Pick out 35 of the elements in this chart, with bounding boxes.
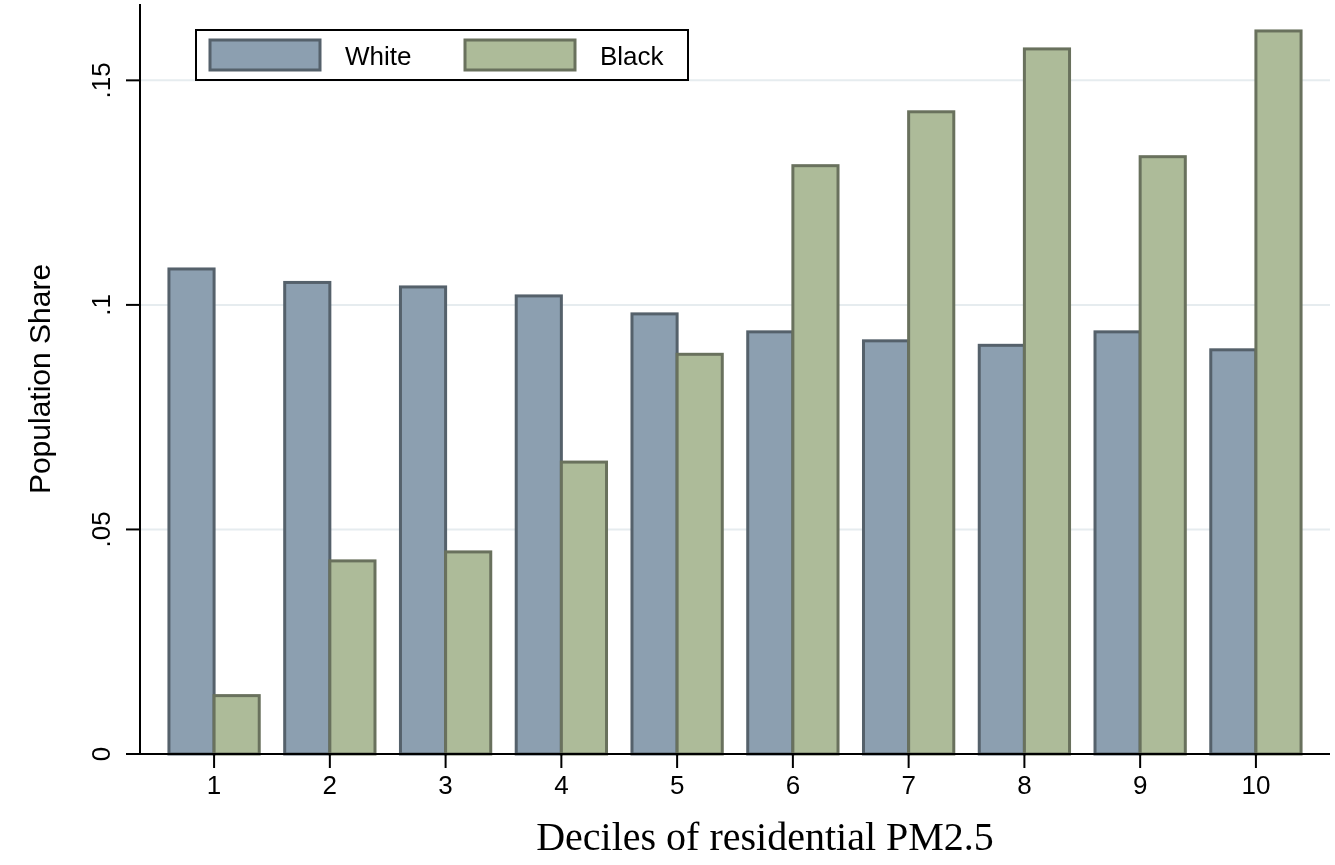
bar [1254,29,1303,756]
x-tick-label: 3 [438,770,453,800]
bar [398,285,448,756]
x-tick-label: 10 [1241,770,1271,800]
x-axis-title: Deciles of residential PM2.5 [536,814,994,859]
legend-label: White [345,41,412,71]
legend-label: Black [600,41,665,71]
bar [907,110,956,756]
bar [630,312,679,756]
x-tick-label: 5 [669,770,685,800]
bar [212,694,261,756]
x-tick-label: 1 [206,770,222,800]
bar [675,352,724,756]
bar [283,280,332,756]
x-tick-label: 6 [785,770,801,800]
x-tick-label: 7 [901,770,916,800]
bar [167,267,216,756]
x-tick-label: 9 [1132,770,1148,800]
x-tick-label: 4 [554,770,569,800]
bar [514,294,563,756]
y-tick-label: 0 [86,746,116,762]
bar [977,343,1026,756]
y-tick-label: .05 [86,511,116,548]
bar [791,164,840,756]
y-tick-label: .15 [86,62,116,99]
bar [559,460,609,756]
bar [444,550,493,756]
x-tick-label: 8 [1017,770,1032,800]
y-axis-title: Population Share [23,263,56,495]
x-tick-label: 2 [322,770,338,800]
bar [1138,155,1187,756]
bar [1093,330,1142,756]
bar [1022,47,1072,756]
y-tick-label: .1 [86,294,116,316]
bar [328,559,377,756]
